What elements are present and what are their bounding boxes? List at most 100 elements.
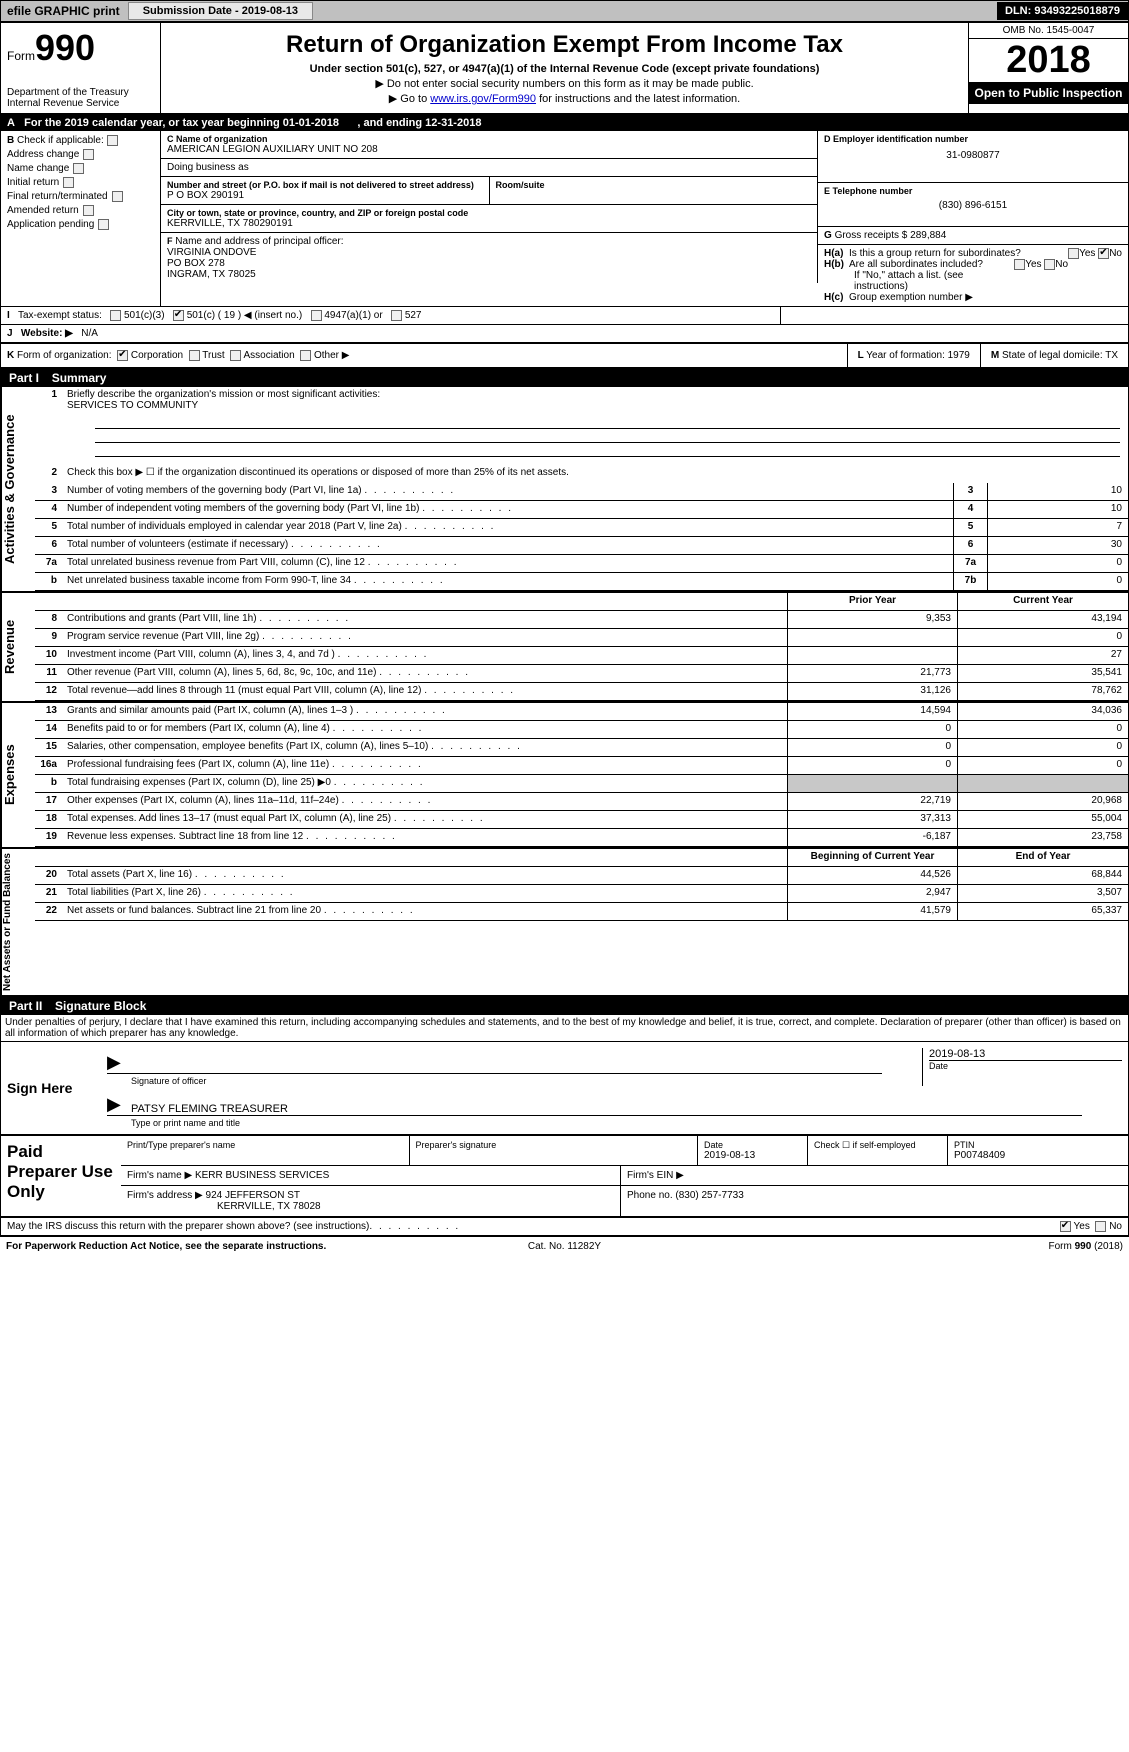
checkbox-icon[interactable] bbox=[189, 350, 200, 361]
prior-year-value: -6,187 bbox=[788, 829, 958, 846]
current-year-value: 35,541 bbox=[958, 665, 1128, 682]
checkbox-icon[interactable] bbox=[63, 177, 74, 188]
section-c-f: C Name of organization AMERICAN LEGION A… bbox=[161, 131, 818, 306]
opt-501c3: 501(c)(3) bbox=[124, 310, 165, 321]
submission-date-button[interactable]: Submission Date - 2019-08-13 bbox=[128, 2, 313, 20]
chk-label: Name change bbox=[7, 163, 69, 174]
vtab-governance: Activities & Governance bbox=[1, 387, 35, 591]
current-year-value: 68,844 bbox=[958, 867, 1128, 884]
checkbox-icon[interactable] bbox=[311, 310, 322, 321]
checkbox-icon[interactable] bbox=[83, 205, 94, 216]
summary-row: 15Salaries, other compensation, employee… bbox=[35, 739, 1128, 757]
vtab-expenses: Expenses bbox=[1, 703, 35, 847]
row-a-text: For the 2019 calendar year, or tax year … bbox=[24, 117, 339, 129]
dln-label: DLN: 93493225018879 bbox=[997, 2, 1128, 20]
part-2-label: Part II bbox=[9, 999, 48, 1013]
prior-year-value: 0 bbox=[788, 757, 958, 774]
checkbox-icon[interactable] bbox=[391, 310, 402, 321]
checkbox-icon[interactable] bbox=[1044, 259, 1055, 270]
col-current-year: Current Year bbox=[958, 593, 1128, 610]
cell-label: Check ☐ if self-employed bbox=[814, 1140, 941, 1151]
form-title: Return of Organization Exempt From Incom… bbox=[169, 31, 960, 59]
chk-final-return: Final return/terminated bbox=[7, 191, 154, 202]
row-k-l-m: K Form of organization: Corporation Trus… bbox=[1, 344, 1128, 369]
checkbox-icon[interactable] bbox=[230, 350, 241, 361]
summary-row: 5Total number of individuals employed in… bbox=[35, 519, 1128, 537]
line-1: 1 Briefly describe the organization's mi… bbox=[35, 387, 1128, 413]
b-label: B bbox=[7, 135, 14, 146]
cell-label: Firm's name ▶ bbox=[127, 1170, 192, 1181]
signature-block: Sign Here ▶ Signature of officer 2019-08… bbox=[1, 1041, 1128, 1136]
summary-row: bNet unrelated business taxable income f… bbox=[35, 573, 1128, 591]
officer-name: VIRGINIA ONDOVE bbox=[167, 247, 256, 258]
checkbox-icon[interactable] bbox=[1068, 248, 1079, 259]
line-value: 0 bbox=[988, 555, 1128, 572]
summary-row: 12Total revenue—add lines 8 through 11 (… bbox=[35, 683, 1128, 701]
checkbox-icon[interactable] bbox=[1060, 1221, 1071, 1232]
cell-value: 2019-08-13 bbox=[704, 1150, 801, 1161]
line-desc: Benefits paid to or for members (Part IX… bbox=[63, 721, 788, 738]
checkbox-icon[interactable] bbox=[1098, 248, 1109, 259]
footer-form-post: (2018) bbox=[1091, 1241, 1123, 1252]
officer-signature-line[interactable]: ▶ bbox=[107, 1052, 882, 1074]
hb-text: Are all subordinates included? bbox=[849, 259, 983, 270]
line-desc: Other revenue (Part VIII, column (A), li… bbox=[63, 665, 788, 682]
revenue-section: Revenue Prior Year Current Year 8Contrib… bbox=[1, 593, 1128, 703]
form-header: Form990 Department of the Treasury Inter… bbox=[1, 23, 1128, 115]
line-num: 22 bbox=[35, 903, 63, 920]
line-desc: Total number of individuals employed in … bbox=[63, 519, 954, 536]
irs-link[interactable]: www.irs.gov/Form990 bbox=[430, 93, 536, 105]
line-num: b bbox=[35, 573, 63, 590]
checkbox-icon[interactable] bbox=[73, 163, 84, 174]
line-desc: Total revenue—add lines 8 through 11 (mu… bbox=[63, 683, 788, 700]
line-desc: Number of voting members of the governin… bbox=[63, 483, 954, 500]
prior-year-value: 2,947 bbox=[788, 885, 958, 902]
summary-row: 3Number of voting members of the governi… bbox=[35, 483, 1128, 501]
line-desc: Contributions and grants (Part VIII, lin… bbox=[63, 611, 788, 628]
l-label: L bbox=[858, 350, 864, 361]
line-desc: Salaries, other compensation, employee b… bbox=[63, 739, 788, 756]
city-value: KERRVILLE, TX 780290191 bbox=[167, 218, 811, 229]
ha-label: H(a) bbox=[824, 248, 843, 259]
m-text: State of legal domicile: TX bbox=[1002, 350, 1118, 361]
line-num: 4 bbox=[35, 501, 63, 518]
b-top-checkbox[interactable] bbox=[107, 135, 118, 146]
summary-row: 6Total number of volunteers (estimate if… bbox=[35, 537, 1128, 555]
chk-initial-return: Initial return bbox=[7, 177, 154, 188]
checkbox-icon[interactable] bbox=[1014, 259, 1025, 270]
checkbox-icon[interactable] bbox=[83, 149, 94, 160]
m-label: M bbox=[991, 350, 999, 361]
checkbox-icon[interactable] bbox=[110, 310, 121, 321]
l-text: Year of formation: 1979 bbox=[866, 350, 970, 361]
checkbox-icon[interactable] bbox=[1095, 1221, 1106, 1232]
checkbox-icon[interactable] bbox=[112, 191, 123, 202]
top-toolbar: efile GRAPHIC print Submission Date - 20… bbox=[0, 0, 1129, 22]
opt-assoc: Association bbox=[244, 350, 295, 361]
checkbox-icon[interactable] bbox=[98, 219, 109, 230]
cell-label: Print/Type preparer's name bbox=[127, 1140, 403, 1150]
summary-row: 8Contributions and grants (Part VIII, li… bbox=[35, 611, 1128, 629]
submission-date-text: Submission Date - 2019-08-13 bbox=[139, 5, 302, 17]
efile-label: efile GRAPHIC print bbox=[1, 2, 126, 20]
chk-amended: Amended return bbox=[7, 205, 154, 216]
preparer-row-2: Firm's name ▶ KERR BUSINESS SERVICES Fir… bbox=[121, 1166, 1128, 1186]
i-text: Tax-exempt status: bbox=[18, 310, 102, 321]
street-value: P O BOX 290191 bbox=[167, 190, 483, 201]
summary-row: 16aProfessional fundraising fees (Part I… bbox=[35, 757, 1128, 775]
yes-label: Yes bbox=[1074, 1221, 1090, 1232]
room-label: Room/suite bbox=[496, 180, 812, 190]
treasury-dept: Department of the Treasury Internal Reve… bbox=[7, 87, 154, 109]
line-num: 21 bbox=[35, 885, 63, 902]
checkbox-icon[interactable] bbox=[300, 350, 311, 361]
line-num: 8 bbox=[35, 611, 63, 628]
net-header-row: Beginning of Current Year End of Year bbox=[35, 849, 1128, 867]
checkbox-icon[interactable] bbox=[173, 310, 184, 321]
checkbox-icon[interactable] bbox=[117, 350, 128, 361]
prior-year-value: 0 bbox=[788, 739, 958, 756]
cell-label: PTIN bbox=[954, 1140, 1122, 1150]
row-a-label: A bbox=[7, 117, 15, 129]
current-year-value: 0 bbox=[958, 721, 1128, 738]
col-end: End of Year bbox=[958, 849, 1128, 866]
prior-year-value: 21,773 bbox=[788, 665, 958, 682]
opt-501c: 501(c) ( 19 ) ◀ (insert no.) bbox=[187, 310, 303, 321]
